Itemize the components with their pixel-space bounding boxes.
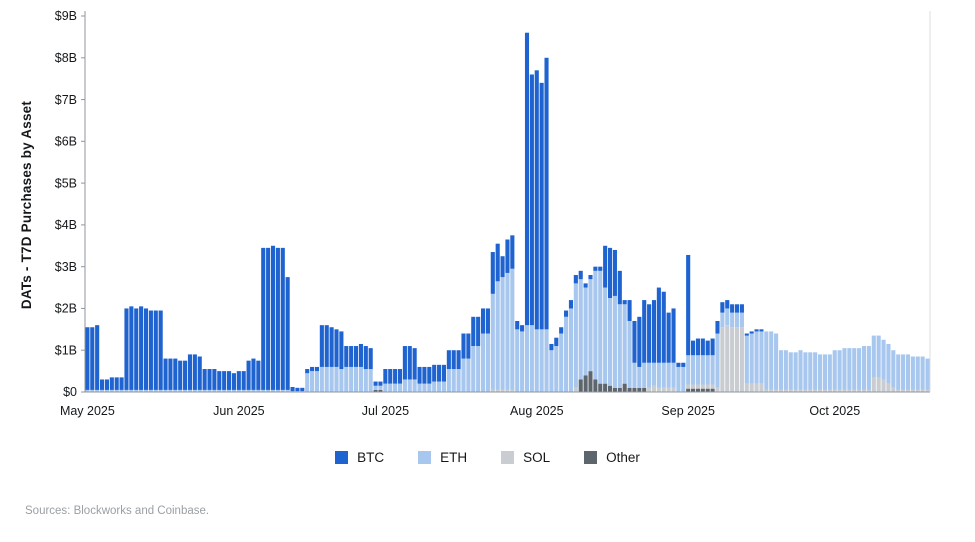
series-eth — [85, 268, 930, 392]
y-axis-ticks: $0 $1B $2B $3B $4B $5B $6B $7B $8B $9B — [55, 9, 85, 399]
svg-text:$7B: $7B — [55, 93, 77, 107]
svg-text:Aug 2025: Aug 2025 — [510, 404, 564, 418]
series-sol — [490, 325, 930, 392]
svg-text:Sep 2025: Sep 2025 — [661, 404, 715, 418]
svg-text:$9B: $9B — [55, 9, 77, 23]
legend-item-sol: SOL — [501, 450, 550, 465]
legend-item-other: Other — [584, 450, 640, 465]
chart-svg: $0 $1B $2B $3B $4B $5B $6B $7B $8B $9B May 2025 Jun… — [55, 9, 931, 418]
legend-item-btc: BTC — [335, 450, 384, 465]
svg-text:$3B: $3B — [55, 260, 77, 274]
svg-text:$5B: $5B — [55, 176, 77, 190]
svg-text:$6B: $6B — [55, 135, 77, 149]
svg-text:Oct 2025: Oct 2025 — [809, 404, 860, 418]
axes — [84, 11, 931, 393]
series-other — [373, 371, 715, 392]
sources-note: Sources: Blockworks and Coinbase. — [25, 505, 210, 517]
svg-text:$8B: $8B — [55, 51, 77, 65]
legend-label: Other — [606, 450, 640, 465]
legend-label: SOL — [523, 450, 551, 465]
legend-swatch-sol — [501, 451, 515, 464]
svg-text:$1B: $1B — [55, 343, 77, 357]
legend-swatch-btc — [335, 451, 349, 464]
series-btc — [85, 32, 764, 392]
svg-text:$0: $0 — [63, 385, 77, 399]
chart-legend: BTC ETH SOL Other — [0, 450, 975, 465]
legend-label: ETH — [440, 450, 468, 465]
svg-text:Jul 2025: Jul 2025 — [362, 404, 409, 418]
svg-text:$4B: $4B — [55, 218, 77, 232]
svg-text:May 2025: May 2025 — [60, 404, 115, 418]
legend-swatch-eth — [418, 451, 432, 464]
legend-swatch-other — [584, 451, 598, 464]
svg-text:Jun 2025: Jun 2025 — [213, 404, 264, 418]
legend-label: BTC — [357, 450, 385, 465]
svg-text:$2B: $2B — [55, 302, 77, 316]
legend-item-eth: ETH — [418, 450, 467, 465]
x-axis-ticks: May 2025 Jun 2025 Jul 2025 Aug 2025 Sep 2025… — [60, 404, 860, 418]
